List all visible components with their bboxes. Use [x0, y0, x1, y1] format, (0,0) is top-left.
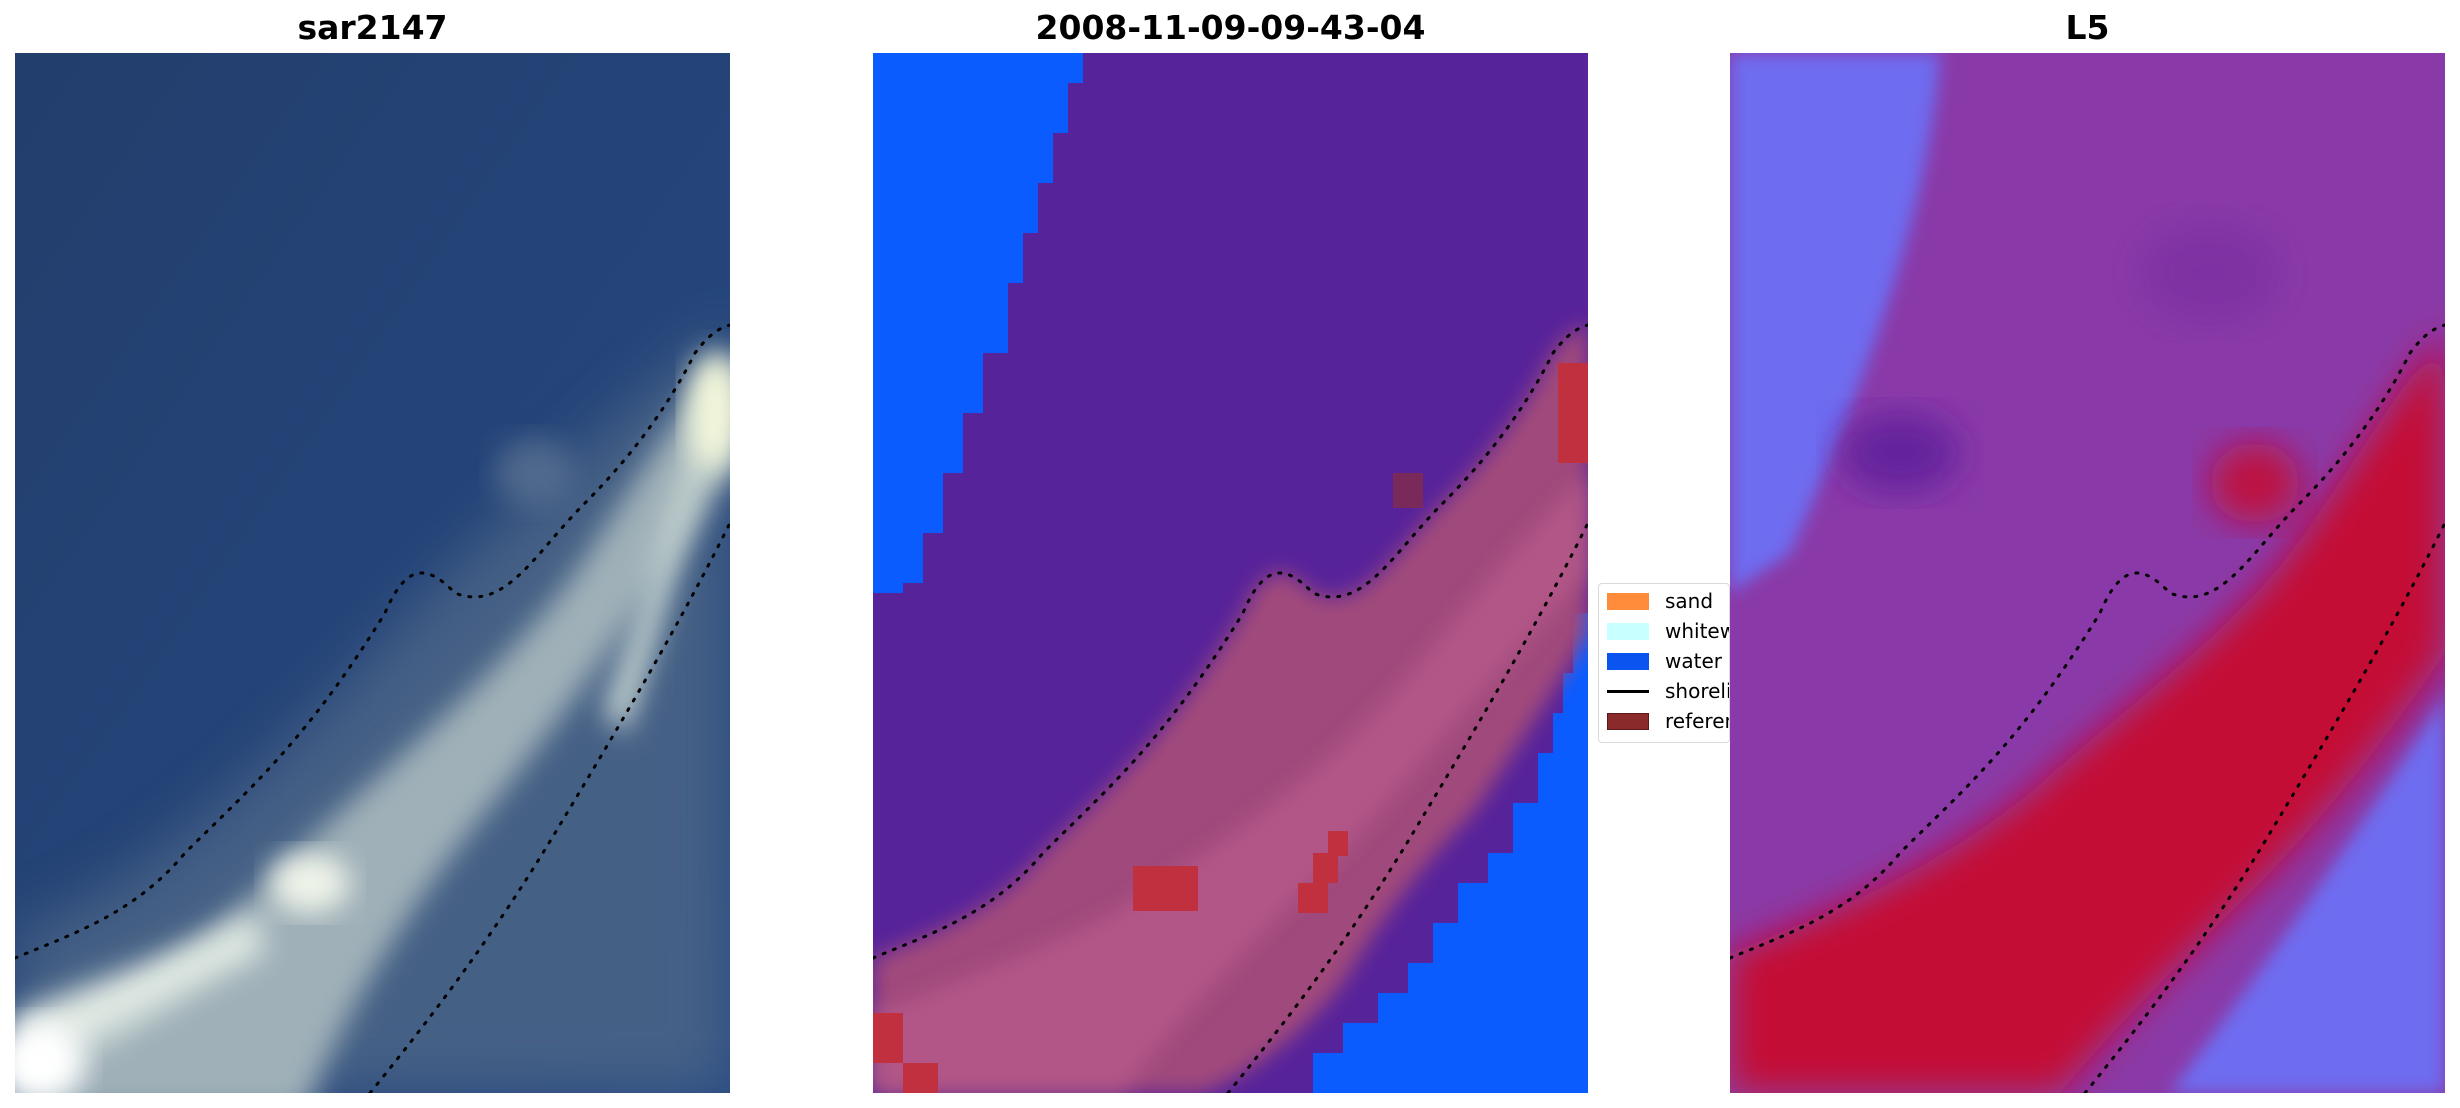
sand-swatch-icon [1607, 592, 1649, 610]
rgb-image [15, 53, 730, 1093]
classification-panel [873, 53, 1588, 1093]
index-panel [1730, 53, 2445, 1093]
index-image [1730, 53, 2445, 1093]
reference-swatch-icon [1607, 712, 1649, 730]
legend-item-shoreline: shoreline [1607, 678, 1729, 704]
legend-item-sand: sand [1607, 588, 1713, 614]
classification-map [873, 53, 1588, 1093]
rgb-image-panel [15, 53, 730, 1093]
water-swatch-icon [1607, 652, 1649, 670]
legend-item-reference: reference [1607, 708, 1729, 734]
panel-title-rgb: sar2147 [297, 8, 448, 47]
whitewater-swatch-icon [1607, 622, 1649, 640]
legend-label-shoreline: shoreline [1665, 679, 1729, 703]
legend-label-water: water [1665, 649, 1722, 673]
panel-title-classification: 2008-11-09-09-43-04 [1035, 8, 1426, 47]
shoreline-line-icon [1607, 689, 1649, 693]
panel-title-index: L5 [2065, 8, 2110, 47]
legend-item-water: water [1607, 648, 1722, 674]
legend-label-reference: reference [1665, 709, 1729, 733]
legend-label-sand: sand [1665, 589, 1714, 613]
